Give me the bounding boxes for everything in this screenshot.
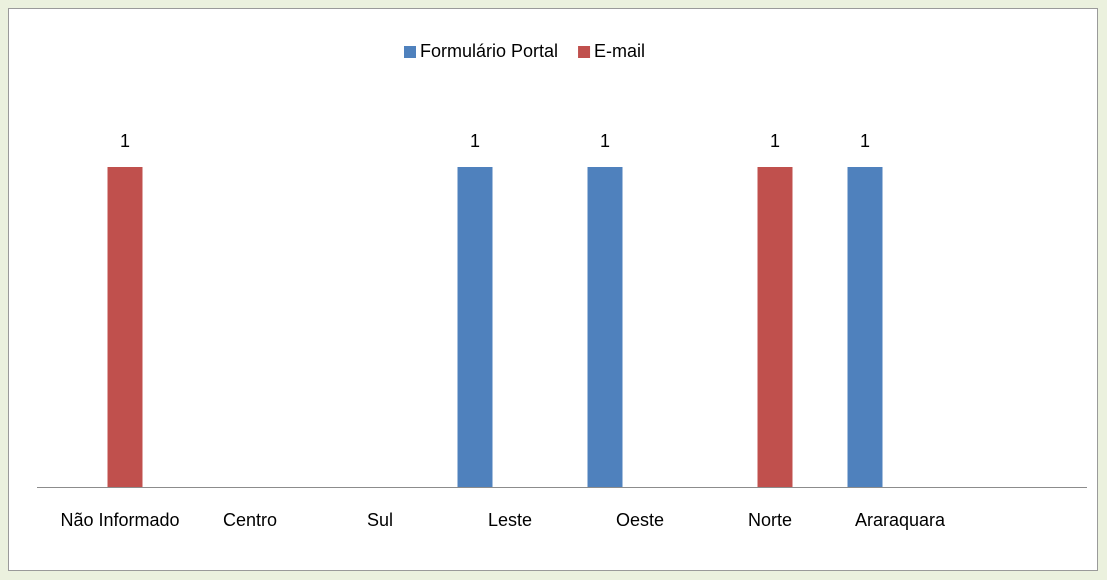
x-tick-label: Não Informado [60,510,180,530]
bar [457,167,493,487]
bar [757,167,793,487]
x-tick-label: Leste [487,510,533,530]
legend-swatch [578,46,591,58]
x-tick-label: Centro [222,510,278,530]
legend-swatch [404,46,416,58]
legend-label: E-mail [594,41,645,61]
data-label: 1 [600,131,610,151]
data-label: 1 [470,131,480,151]
bar [587,167,623,487]
data-label: 1 [770,131,780,151]
data-label: 1 [120,131,130,151]
x-tick-label: Sul [366,510,393,530]
bar [107,167,143,487]
legend-label: Formulário Portal [420,41,558,61]
x-tick-label: Oeste [615,510,665,530]
x-tick-label: Norte [747,510,792,530]
data-label: 1 [860,131,870,151]
x-tick-label: Araraquara [854,510,946,530]
bar [847,167,883,487]
chart-area [8,8,1098,571]
